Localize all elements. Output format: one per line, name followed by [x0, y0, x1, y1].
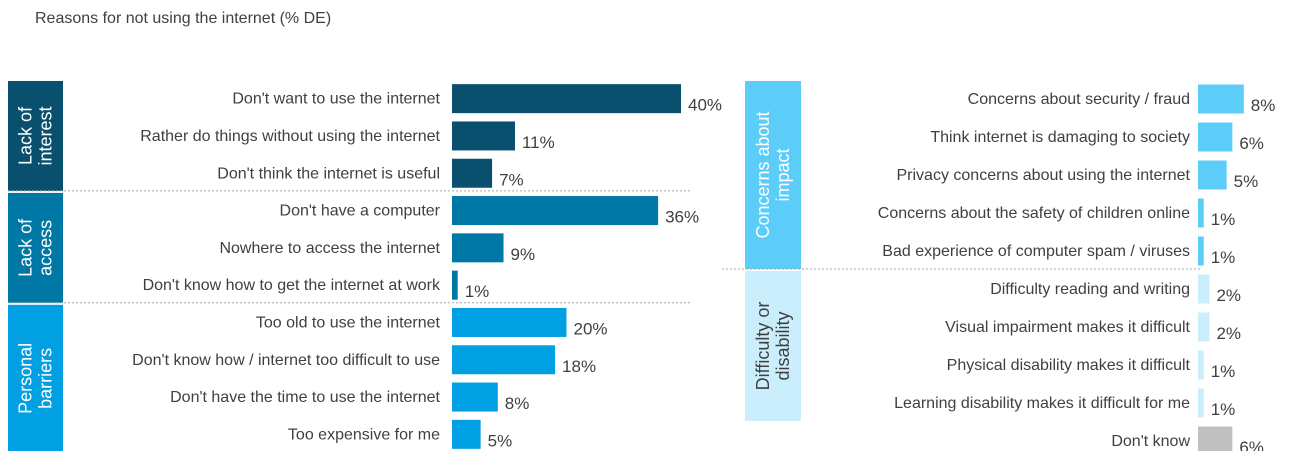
value-label: 1% [1211, 400, 1236, 419]
bar-think-internet-is-damaging-to-society [1198, 122, 1233, 152]
group-box-difficulty-or-disability [745, 271, 801, 421]
bar-don-t-want-to-use-the-internet [452, 84, 681, 114]
bar-don-t-know-how-to-get-the-internet-at-work [452, 270, 458, 300]
value-label: 5% [488, 431, 513, 450]
bar-concerns-about-security-fraud [1198, 84, 1244, 114]
category-label: Privacy concerns about using the interne… [897, 167, 1191, 184]
category-label: Concerns about the safety of children on… [878, 205, 1190, 222]
group-box-lack-of-interest [8, 81, 63, 191]
category-label: Nowhere to access the internet [219, 240, 440, 257]
value-label: 1% [1211, 248, 1236, 267]
group-box-concerns-about-impact [745, 81, 801, 269]
value-label: 18% [562, 357, 596, 376]
category-label: Don't have the time to use the internet [170, 389, 440, 406]
category-label: Don't know [1111, 433, 1190, 450]
category-label: Don't know how to get the internet at wo… [143, 277, 441, 294]
value-label: 9% [511, 245, 536, 264]
bar-too-old-to-use-the-internet [452, 307, 567, 337]
value-label: 8% [505, 394, 530, 413]
value-label: 6% [1239, 438, 1264, 451]
category-label: Physical disability makes it difficult [947, 357, 1191, 374]
bar-nowhere-to-access-the-internet [452, 233, 504, 263]
bar-don-t-know [1198, 426, 1233, 451]
bar-privacy-concerns-about-using-the-internet [1198, 160, 1227, 190]
bar-difficulty-reading-and-writing [1198, 274, 1210, 304]
bar-don-t-have-a-computer [452, 196, 659, 226]
value-label: 11% [522, 133, 555, 152]
category-label: Don't want to use the internet [232, 91, 440, 108]
category-label: Concerns about security / fraud [968, 91, 1190, 108]
value-label: 36% [665, 208, 699, 227]
bar-physical-disability-makes-it-difficult [1198, 350, 1204, 380]
category-label: Don't have a computer [280, 203, 441, 220]
category-label: Don't know how / internet too difficult … [132, 352, 440, 369]
group-label-difficulty-or-disability: Difficulty ordisability [753, 302, 793, 391]
category-label: Difficulty reading and writing [990, 281, 1190, 298]
category-label: Too expensive for me [288, 426, 440, 443]
category-label: Learning disability makes it difficult f… [894, 395, 1190, 412]
group-label-personal-barriers: Personalbarriers [16, 343, 56, 414]
value-label: 8% [1251, 96, 1276, 115]
value-label: 40% [688, 96, 722, 115]
bar-concerns-about-the-safety-of-children-online [1198, 198, 1204, 228]
group-label-lack-of-access: Lack ofaccess [16, 218, 56, 277]
group-box-lack-of-access [8, 192, 63, 303]
value-label: 2% [1216, 286, 1241, 305]
bar-rather-do-things-without-using-the-internet [452, 121, 515, 151]
value-label: 2% [1216, 324, 1241, 343]
category-label: Rather do things without using the inter… [140, 128, 440, 145]
value-label: 7% [499, 170, 524, 189]
value-label: 6% [1239, 134, 1264, 153]
category-label: Visual impairment makes it difficult [945, 319, 1190, 336]
bar-bad-experience-of-computer-spam-viruses [1198, 236, 1204, 266]
bar-don-t-have-the-time-to-use-the-internet [452, 382, 498, 412]
category-label: Think internet is damaging to society [930, 129, 1190, 146]
bar-learning-disability-makes-it-difficult-for-me [1198, 388, 1204, 418]
category-label: Bad experience of computer spam / viruse… [882, 243, 1190, 260]
category-label: Too old to use the internet [256, 314, 441, 331]
group-label-lack-of-interest: Lack ofinterest [16, 106, 56, 166]
value-label: 1% [465, 282, 490, 301]
value-label: 1% [1211, 210, 1236, 229]
bar-too-expensive-for-me [452, 419, 481, 449]
bar-don-t-think-the-internet-is-useful [452, 158, 493, 188]
chart-title: Reasons for not using the internet (% DE… [35, 10, 332, 27]
group-label-concerns-about-impact: Concerns aboutimpact [753, 111, 793, 238]
value-label: 20% [574, 319, 608, 338]
value-label: 1% [1211, 362, 1236, 381]
value-label: 5% [1234, 172, 1259, 191]
group-box-personal-barriers [8, 304, 63, 451]
bar-visual-impairment-makes-it-difficult [1198, 312, 1210, 342]
bar-don-t-know-how-internet-too-difficult-to-use [452, 345, 556, 375]
category-label: Don't think the internet is useful [217, 165, 440, 182]
